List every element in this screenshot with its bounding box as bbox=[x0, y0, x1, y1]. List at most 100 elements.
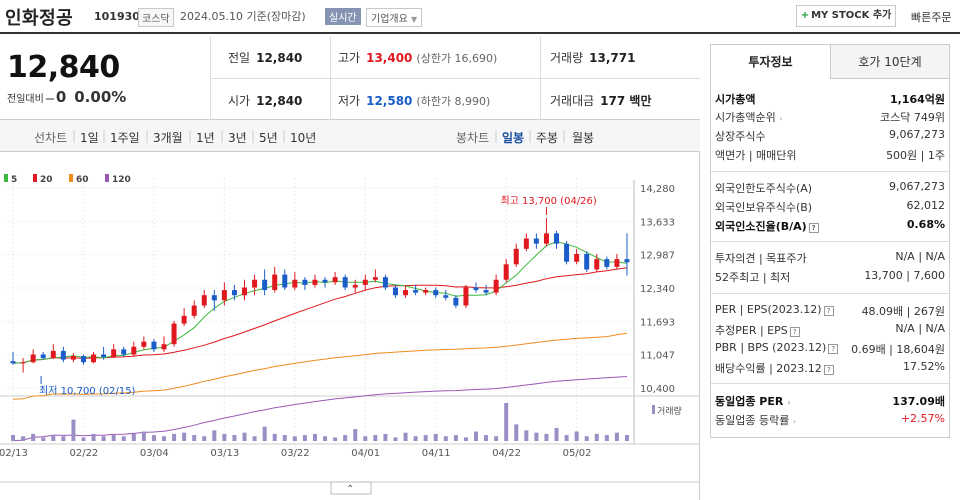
prev-close: 전일 12,840 bbox=[228, 51, 303, 65]
row-market-cap-rank: 시가총액순위 › 코스닥 749위 bbox=[715, 111, 945, 124]
tab-monthly[interactable]: 월봉 bbox=[572, 131, 595, 145]
candle-chart-tab[interactable]: 봉차트 bbox=[456, 131, 490, 145]
scroll-handle[interactable] bbox=[330, 481, 372, 495]
help-icon[interactable]: ? bbox=[828, 344, 839, 354]
candle-body bbox=[433, 290, 439, 296]
candle-body bbox=[40, 354, 46, 359]
candle-body bbox=[20, 362, 26, 364]
line-chart-tab[interactable]: 선차트 bbox=[34, 131, 68, 145]
volume-bar bbox=[353, 429, 358, 441]
y-tick-label: 13,633 bbox=[640, 217, 675, 228]
chart-svg: 14,280 13,633 12,987 12,340 11,693 11,047 10,4… bbox=[0, 174, 700, 495]
ma120-line bbox=[12, 376, 628, 442]
candle-body bbox=[543, 233, 549, 244]
candle-body bbox=[392, 287, 398, 296]
row-foreign-limit: 외국인한도주식수(A) 9,067,273 bbox=[715, 180, 945, 195]
divider bbox=[711, 383, 949, 384]
candle-body bbox=[554, 233, 560, 244]
y-tick-label: 10,400 bbox=[640, 384, 675, 395]
add-mystock-label: MY STOCK 추가 bbox=[811, 10, 892, 21]
candle-body bbox=[181, 315, 187, 324]
volume-bar bbox=[514, 424, 519, 441]
market-badge: 코스닥 bbox=[138, 8, 174, 27]
high-annotation: 최고 13,700 (04/26) bbox=[500, 195, 596, 207]
tab-weekly[interactable]: 주봉 bbox=[536, 131, 559, 145]
row-shares: 상장주식수 9,067,273 bbox=[715, 128, 945, 143]
tab-investment-info[interactable]: 투자정보 bbox=[711, 45, 830, 79]
candle-body bbox=[342, 277, 348, 288]
candle-body bbox=[523, 238, 529, 249]
volume-bar bbox=[282, 435, 287, 441]
candle-body bbox=[101, 354, 107, 358]
candle-body bbox=[252, 279, 258, 288]
volume-bar bbox=[594, 433, 599, 441]
quick-order-link[interactable]: 빠른주문 bbox=[911, 11, 952, 24]
volume-bar bbox=[333, 437, 338, 441]
candle-body bbox=[91, 354, 97, 363]
candle-body bbox=[473, 287, 479, 291]
candle-body bbox=[584, 253, 590, 270]
volume-bar bbox=[111, 435, 116, 441]
y-tick-label: 12,340 bbox=[640, 284, 675, 295]
candle-body bbox=[483, 290, 489, 293]
volume-legend-swatch bbox=[652, 405, 655, 414]
company-info-dropdown[interactable]: 기업개요 ▼ bbox=[366, 8, 423, 27]
company-info-label: 기업개요 bbox=[371, 14, 408, 25]
tab-daily[interactable]: 일봉 bbox=[502, 131, 525, 145]
reference-date: 2024.05.10 기준(장마감) bbox=[180, 10, 306, 23]
volume-bar bbox=[544, 433, 549, 441]
candle-body bbox=[282, 274, 288, 288]
volume-bar bbox=[182, 432, 187, 441]
ma60-line bbox=[12, 332, 628, 400]
current-price: 12,840 bbox=[7, 50, 120, 85]
candle-body bbox=[594, 259, 600, 270]
help-icon[interactable]: ? bbox=[789, 327, 800, 337]
row-per: PER | EPS(2023.12)? 48.09배 | 267원 bbox=[715, 303, 945, 318]
legend-swatch bbox=[33, 174, 37, 182]
volume-bar bbox=[484, 435, 489, 441]
divider bbox=[210, 78, 700, 79]
candle-body bbox=[151, 341, 157, 350]
tab-3m[interactable]: 3개월 bbox=[153, 131, 183, 145]
help-icon[interactable]: ? bbox=[823, 306, 834, 316]
chevron-right-icon: › bbox=[779, 114, 783, 123]
tab-5y[interactable]: 5년 bbox=[259, 131, 278, 145]
volume-bar bbox=[11, 435, 16, 441]
tab-1y[interactable]: 1년 bbox=[196, 131, 215, 145]
candle-body bbox=[191, 305, 197, 316]
tab-1d[interactable]: 1일 bbox=[80, 131, 99, 145]
divider bbox=[711, 241, 949, 242]
candle-body bbox=[201, 295, 207, 306]
low-price: 저가 12,580 (하한가 8,990) bbox=[338, 94, 491, 108]
row-foreign-hold: 외국인보유주식수(B) 62,012 bbox=[715, 199, 945, 214]
help-icon[interactable]: ? bbox=[823, 365, 834, 375]
help-icon[interactable]: ? bbox=[808, 223, 819, 233]
tab-3y[interactable]: 3년 bbox=[228, 131, 247, 145]
volume-bar bbox=[302, 435, 307, 441]
tab-10y[interactable]: 10년 bbox=[290, 131, 317, 145]
x-tick-label: 03/13 bbox=[210, 448, 239, 459]
tab-orderbook[interactable]: 호가 10단계 bbox=[830, 45, 949, 79]
change-value: 0 bbox=[55, 88, 67, 106]
realtime-button[interactable]: 실시간 bbox=[325, 8, 361, 25]
volume-bar bbox=[403, 432, 408, 441]
volume-bar bbox=[564, 435, 569, 441]
tab-1w[interactable]: 1주일 bbox=[110, 131, 140, 145]
volume-bar bbox=[413, 436, 418, 441]
candle-body bbox=[30, 354, 36, 363]
volume-bar bbox=[91, 433, 96, 441]
candlestick-chart: 14,280 13,633 12,987 12,340 11,693 11,047 10,4… bbox=[0, 152, 700, 500]
candle-body bbox=[111, 349, 117, 358]
volume-bar bbox=[494, 436, 499, 441]
candle-body bbox=[423, 290, 429, 293]
volume-bar bbox=[131, 433, 136, 441]
chevron-up-icon: ⌃ bbox=[346, 484, 354, 495]
volume-bar bbox=[343, 435, 348, 441]
candle-body bbox=[292, 279, 298, 288]
trading-amount: 거래대금 177 백만 bbox=[550, 94, 652, 108]
open-price: 시가 12,840 bbox=[228, 94, 303, 108]
add-mystock-button[interactable]: + MY STOCK 추가 bbox=[796, 5, 896, 27]
flat-icon bbox=[45, 98, 54, 100]
candle-body bbox=[242, 287, 248, 296]
candle-body bbox=[70, 356, 76, 360]
